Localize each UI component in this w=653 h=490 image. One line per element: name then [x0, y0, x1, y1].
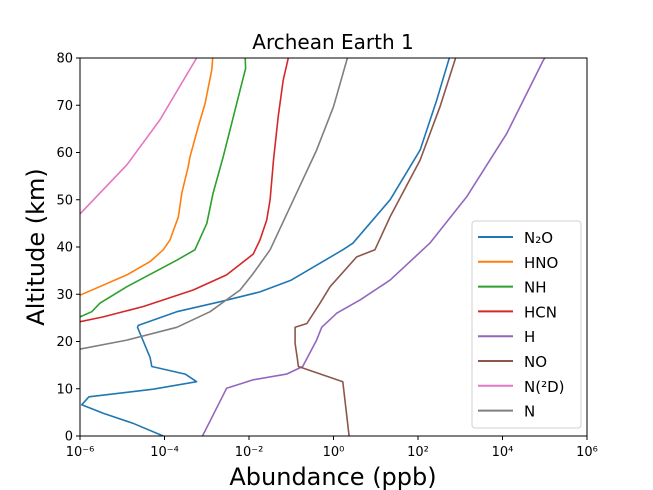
legend-label: HNO: [524, 254, 558, 272]
series-line-3: [80, 58, 290, 323]
axes-layer: 10⁻⁶ 10⁻⁴ 10⁻² 10⁰ 10² 10⁴ 10⁶ 0 10 20 30 40 50 60 70 8…: [56, 52, 597, 461]
y-tick-label: 80: [56, 52, 73, 67]
x-tick-label: 10⁶: [576, 445, 598, 460]
y-tick-label: 0: [65, 430, 73, 445]
series-line-7: [80, 58, 349, 350]
legend-entry: N: [478, 403, 535, 421]
x-tick-label: 10⁻⁶: [66, 445, 95, 460]
y-tick-label: 30: [56, 288, 73, 303]
legend-label: NO: [524, 353, 547, 371]
y-tick-label: 50: [56, 193, 73, 208]
y-tick-label: 40: [56, 241, 73, 256]
legend-label: N: [524, 403, 535, 421]
legend-entry: N(²D): [478, 378, 565, 396]
legend-label: H: [524, 328, 535, 346]
x-tick-label: 10⁻²: [235, 445, 264, 460]
y-tick-label: 10: [56, 382, 73, 397]
legend-entry: NO: [478, 353, 547, 371]
x-tick-label: 10²: [407, 445, 429, 460]
legend-entry: HCN: [478, 303, 557, 321]
series-line-0: [80, 58, 451, 436]
y-tick-label: 60: [56, 146, 73, 161]
legend-label: N₂O: [524, 229, 553, 247]
legend-entry: H: [478, 328, 535, 346]
x-tick-label: 10⁰: [323, 445, 345, 460]
series-line-5: [294, 58, 457, 436]
legend-entry: N₂O: [478, 229, 553, 247]
legend-entry: NH: [478, 279, 547, 297]
legend-label: NH: [524, 279, 547, 297]
series-line-2: [80, 58, 247, 318]
y-tick-label: 70: [56, 99, 73, 114]
series-line-1: [80, 58, 214, 296]
y-tick-label: 20: [56, 335, 73, 350]
series-layer: [80, 58, 546, 436]
legend-label: HCN: [524, 303, 557, 321]
y-axis-label: Altitude (km): [22, 168, 50, 325]
legend-frame: [471, 220, 582, 429]
series-line-4: [201, 58, 546, 436]
chart-title: Archean Earth 1: [252, 30, 413, 54]
x-tick-label: 10⁴: [492, 445, 514, 460]
x-axis-label: Abundance (ppb): [229, 463, 436, 490]
x-tick-label: 10⁻⁴: [150, 445, 179, 460]
series-line-6: [80, 58, 198, 215]
legend-label: N(²D): [524, 378, 565, 396]
legend-entry: HNO: [478, 254, 558, 272]
